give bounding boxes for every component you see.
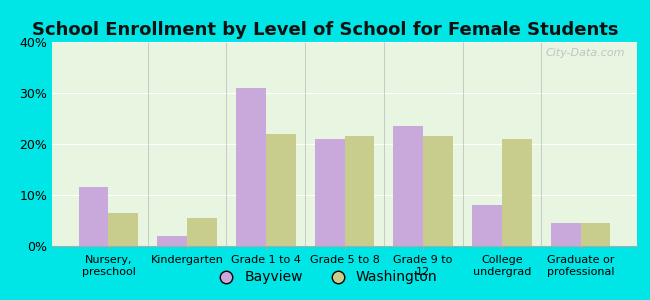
Bar [344,136,374,246]
Text: School Enrollment by Level of School for Female Students: School Enrollment by Level of School for… [32,21,618,39]
Bar [315,139,344,246]
Text: City-Data.com: City-Data.com [546,48,625,58]
Bar [472,205,502,246]
Bar [393,126,423,246]
Bar [79,187,109,246]
Bar [266,134,296,246]
Legend: Bayview, Washington: Bayview, Washington [207,265,443,290]
Bar [423,136,453,246]
Bar [502,139,532,246]
Bar [109,213,138,246]
Bar [580,223,610,246]
Bar [551,223,580,246]
Bar [236,88,266,246]
Bar [157,236,187,246]
Bar [187,218,217,246]
